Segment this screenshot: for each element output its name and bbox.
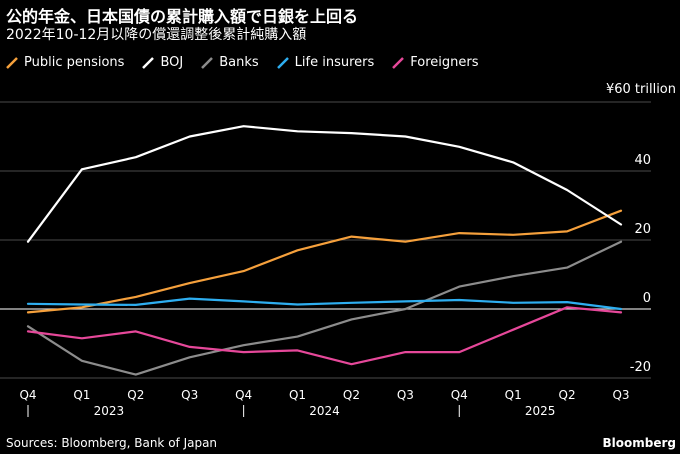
series-line-foreigners: [26, 306, 623, 366]
legend-label-life-insurers: Life insurers: [294, 55, 375, 70]
legend-item-foreigners: Foreigners: [392, 55, 479, 70]
series-line-banks: [26, 240, 623, 376]
legend-label-banks: Banks: [219, 55, 259, 70]
x-tick-label: Q2: [343, 388, 360, 402]
series-line-boj: [26, 125, 623, 243]
y-unit-label: ¥60 trillion: [606, 82, 676, 97]
chart-subtitle: 2022年10-12月以降の償還調整後累計純購入額: [6, 27, 307, 43]
x-tick-label: Q4: [451, 388, 468, 402]
legend: Public pensions BOJ Banks Life insurers …: [6, 55, 479, 70]
brand-label: Bloomberg: [602, 436, 677, 450]
x-tick-label: Q1: [505, 388, 522, 402]
legend-item-banks: Banks: [201, 55, 259, 70]
x-tick-label: Q2: [559, 388, 576, 402]
year-label: 2023: [94, 404, 125, 418]
x-tick-label: Q4: [19, 388, 36, 402]
legend-swatch-boj: [142, 56, 155, 69]
legend-swatch-foreigners: [392, 56, 405, 69]
chart-title: 公的年金、日本国債の累計購入額で日銀を上回る: [6, 7, 359, 26]
legend-label-public-pensions: Public pensions: [24, 55, 125, 70]
y-tick-label: 0: [643, 291, 651, 306]
series-line-life-insurers: [26, 297, 623, 311]
legend-item-public-pensions: Public pensions: [6, 55, 124, 70]
legend-swatch-life-insurers: [276, 56, 289, 69]
x-tick-label: Q2: [127, 388, 144, 402]
x-tick-label: Q4: [235, 388, 252, 402]
year-label: 2024: [309, 404, 340, 418]
legend-item-life-insurers: Life insurers: [276, 55, 375, 70]
legend-label-boj: BOJ: [160, 55, 184, 70]
x-tick-label: Q1: [289, 388, 306, 402]
year-label: 2025: [525, 404, 556, 418]
y-tick-label: 40: [634, 153, 651, 168]
x-tick-label: Q3: [181, 388, 198, 402]
series-line-public-pensions: [26, 209, 623, 314]
x-tick-label: Q3: [612, 388, 629, 402]
x-tick-label: Q3: [397, 388, 414, 402]
y-tick-label: -20: [630, 360, 651, 375]
y-tick-label: 20: [634, 222, 651, 237]
legend-item-boj: BOJ: [142, 55, 183, 70]
legend-swatch-public-pensions: [6, 56, 18, 69]
source-note: Sources: Bloomberg, Bank of Japan: [6, 436, 218, 450]
legend-swatch-banks: [201, 56, 214, 69]
x-tick-label: Q1: [73, 388, 90, 402]
legend-label-foreigners: Foreigners: [410, 55, 479, 70]
